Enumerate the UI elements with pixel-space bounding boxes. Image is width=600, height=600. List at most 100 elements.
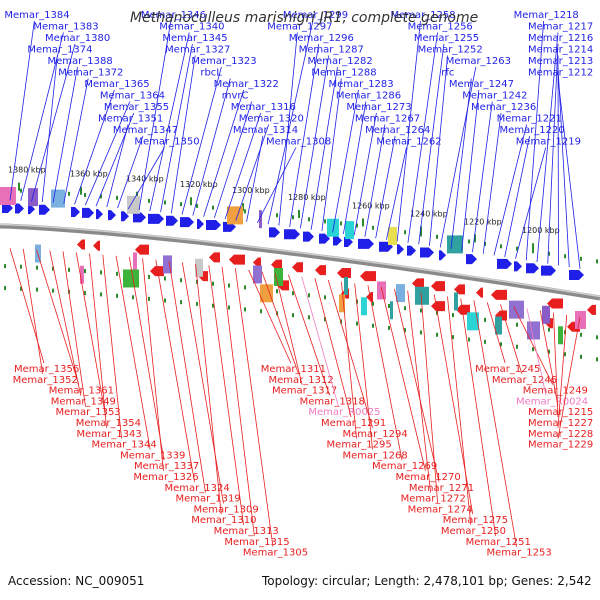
feature-block <box>454 292 458 311</box>
leader-line <box>299 55 329 229</box>
gene-label: Memar_1365 <box>84 79 149 90</box>
leader-line <box>525 20 544 261</box>
forward-gene <box>284 229 300 240</box>
ruler-label: 1300 kbp <box>232 186 270 195</box>
leader-line <box>62 251 86 407</box>
gene-label: Memar_1268 <box>343 450 408 461</box>
leader-line <box>213 101 253 219</box>
ring-tick <box>452 313 454 318</box>
ring-tick <box>244 285 246 290</box>
forward-gene <box>497 258 512 269</box>
leader-line <box>340 281 357 439</box>
leader-line <box>301 276 339 407</box>
gene-label: Memar_1213 <box>528 56 593 67</box>
gene-label: Memar_1255 <box>414 33 479 44</box>
leader-line <box>482 112 502 254</box>
ring-tick <box>180 278 182 283</box>
forward-gene <box>358 238 374 249</box>
ring-tick <box>164 276 166 281</box>
leader-line <box>235 124 270 221</box>
feature-block <box>527 321 540 340</box>
leader-line <box>128 257 165 461</box>
gene-label: Memar_1295 <box>327 440 392 451</box>
gene-label: Memar_1339 <box>120 450 185 461</box>
reverse-gene <box>456 304 470 315</box>
gene-label: Memar_1247 <box>449 79 514 90</box>
leader-line <box>203 89 245 217</box>
ring-tick <box>212 303 214 308</box>
ring-tick <box>580 354 582 359</box>
ruler-tick <box>532 243 534 252</box>
forward-gene <box>82 207 94 218</box>
genome-title: Methanoculleus marisnigri JR1, complete … <box>130 10 479 26</box>
feature-block <box>447 235 463 254</box>
gene-label: Memar_1350 <box>134 137 199 148</box>
ruler-tick <box>298 209 300 218</box>
ring-tick <box>372 323 374 328</box>
gene-label: Memar_1263 <box>446 56 511 67</box>
ring-tick <box>100 194 102 199</box>
gene-label: Memar_1246 <box>492 375 557 386</box>
ring-tick <box>148 274 150 279</box>
leader-line <box>407 290 432 493</box>
reverse-gene <box>271 259 282 270</box>
ring-tick <box>148 296 150 301</box>
feature-block <box>467 312 479 331</box>
leader-line <box>553 312 559 418</box>
gene-label: Memar_1242 <box>462 91 527 102</box>
gene-label: Memar_1352 <box>13 375 78 386</box>
leader-line <box>248 269 292 364</box>
ring-tick <box>116 293 118 298</box>
leader-line <box>274 273 303 385</box>
leader-line <box>261 271 299 374</box>
leader-line <box>278 32 298 226</box>
gene-label: Memar_1361 <box>49 386 114 397</box>
leader-line <box>486 302 506 364</box>
gene-label: Memar_1271 <box>409 483 474 494</box>
gene-label: Memar_1354 <box>76 418 141 429</box>
ring-tick <box>404 306 406 311</box>
gene-label: Memar_1319 <box>175 494 240 505</box>
leader-line <box>420 292 439 504</box>
gene-label: Memar_1218 <box>514 10 579 21</box>
gene-label: Memar_1291 <box>321 418 386 429</box>
gene-label: Memar_1267 <box>355 114 420 125</box>
gene-label: Memar_1228 <box>528 429 593 440</box>
reverse-gene <box>150 266 164 277</box>
ring-tick <box>420 330 422 335</box>
gene-label: Memar_1253 <box>487 548 552 559</box>
ruler-label: 1380 kbp <box>8 166 46 175</box>
gene-label: Memar_1337 <box>134 461 199 472</box>
gene-label: Memar_1220 <box>500 125 565 136</box>
leader-line <box>394 288 440 482</box>
gene-label: Memar_1282 <box>307 56 372 67</box>
ring-tick <box>356 321 358 326</box>
ring-tick <box>388 325 390 330</box>
reverse-gene <box>454 284 465 295</box>
leader-line <box>429 55 448 246</box>
ring-tick <box>292 313 294 318</box>
gene-label: rbcL <box>200 68 222 79</box>
leader-line <box>539 310 559 407</box>
gene-label: Memar_1287 <box>299 45 364 56</box>
accession-text: Accession: NC_009051 <box>8 574 145 588</box>
ring-tick <box>596 335 598 340</box>
ring-tick <box>404 230 406 235</box>
ring-tick <box>164 200 166 205</box>
ring-tick <box>484 317 486 322</box>
ring-tick <box>596 259 598 264</box>
leader-line <box>49 250 82 396</box>
gene-label: Memar_1309 <box>193 504 258 515</box>
ring-tick <box>388 303 390 308</box>
feature-block <box>390 301 393 320</box>
leader-line <box>460 298 497 536</box>
ring-tick <box>196 203 198 208</box>
leader-line <box>246 135 264 222</box>
leader-line <box>52 66 78 203</box>
gene-label: Memar_1374 <box>27 45 92 56</box>
feature-block <box>415 286 429 305</box>
leader-line <box>557 66 570 268</box>
gene-label: Memar_1294 <box>343 429 408 440</box>
feature-block <box>163 255 172 274</box>
leader-line <box>192 78 231 216</box>
